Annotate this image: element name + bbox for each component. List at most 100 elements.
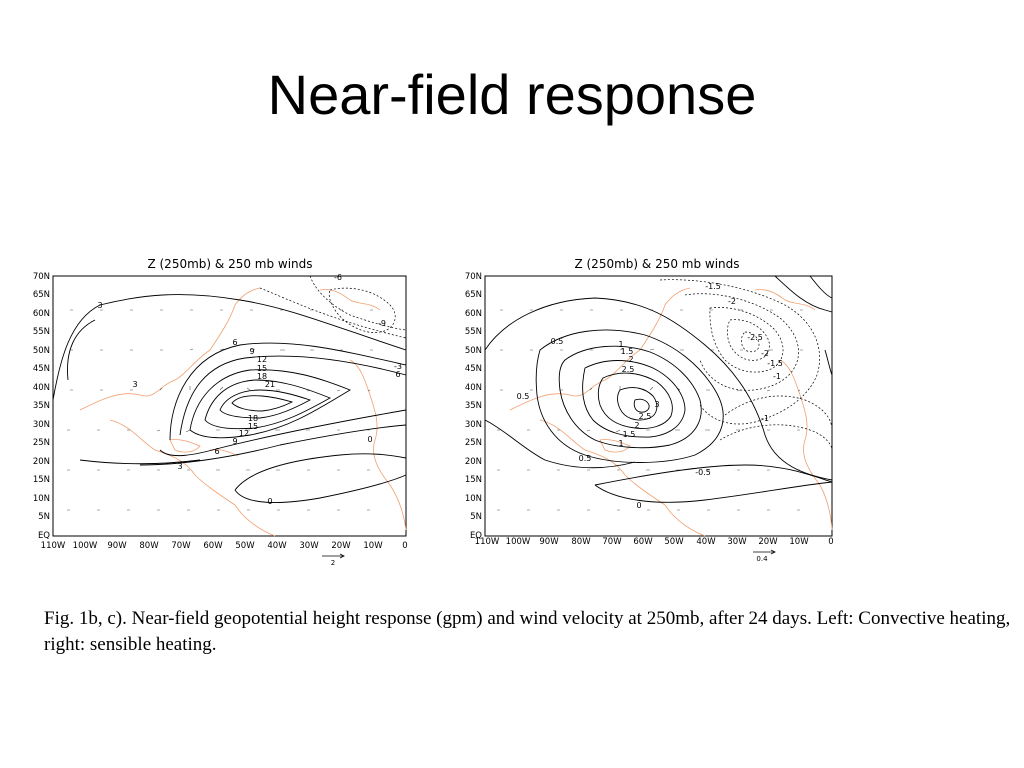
- lon-label: 80W: [139, 541, 159, 551]
- lon-label: 70W: [171, 541, 191, 551]
- map-sensible-svg: Z (250mb) & 250 mb winds 70N 65N 60N 55N…: [465, 257, 834, 563]
- slide-title: Near-field response: [267, 63, 757, 126]
- wind-vectors: [497, 309, 803, 511]
- contour-label: -0.5: [695, 468, 711, 477]
- lon-label: 80W: [571, 537, 591, 547]
- contour-label: 0.5: [579, 454, 592, 463]
- contour-label: -2.5: [747, 333, 763, 342]
- lon-label: 110W: [41, 541, 66, 551]
- contour-label: 2.5: [622, 365, 635, 374]
- lat-label: 10N: [465, 494, 482, 504]
- lat-label: 20N: [33, 457, 50, 467]
- contour-labels: -1.5 -2 -2.5 -2 -1.5 -1 0.5 1 1.5 2 2.5 …: [517, 282, 783, 510]
- lat-label: 10N: [33, 494, 50, 504]
- lat-label: 40N: [465, 383, 482, 393]
- contour-label: 6: [395, 370, 400, 379]
- lon-label: 110W: [475, 537, 500, 547]
- lon-axis: 110W 100W 90W 80W 70W 60W 50W 40W 30W 20…: [475, 537, 834, 547]
- lat-label: 55N: [33, 327, 50, 337]
- lat-label: 65N: [465, 290, 482, 300]
- lon-label: 10W: [789, 537, 809, 547]
- lon-label: 100W: [73, 541, 98, 551]
- vector-scale: 0.4: [753, 549, 776, 563]
- contour-label: 18: [248, 414, 258, 423]
- lat-label: EQ: [38, 531, 50, 541]
- coastline: [509, 287, 833, 537]
- figure-caption: Fig. 1b, c). Near-field geopotential hei…: [44, 608, 1011, 655]
- lat-label: 5N: [470, 512, 482, 522]
- lat-label: 25N: [33, 438, 50, 448]
- lat-label: EQ: [470, 531, 482, 541]
- contour-label: 1: [618, 340, 623, 349]
- lon-label: 40W: [267, 541, 287, 551]
- contour-label: 1.5: [623, 430, 636, 439]
- contour-label: 3: [132, 380, 137, 389]
- lon-label: 70W: [602, 537, 622, 547]
- lat-label: 70N: [33, 272, 50, 282]
- contour-label: 15: [257, 364, 267, 373]
- vector-scale-label: 2: [331, 559, 335, 567]
- panel-title: Z (250mb) & 250 mb winds: [574, 257, 739, 271]
- lon-label: 90W: [107, 541, 127, 551]
- lon-label: 50W: [664, 537, 684, 547]
- contour-label: -1: [761, 414, 769, 423]
- height-contours: [52, 294, 407, 503]
- lon-label: 30W: [299, 541, 319, 551]
- lat-label: 40N: [33, 383, 50, 393]
- contour-labels: 3 3 6 9 12 15 18 21 18 15 12 9 6 3 -6 -9…: [97, 273, 402, 506]
- lon-label: 40W: [696, 537, 716, 547]
- lon-label: 100W: [506, 537, 531, 547]
- vector-scale-label: 0.4: [756, 555, 768, 563]
- contour-label: 1: [618, 439, 623, 448]
- map-convective-svg: Z (250mb) & 250 mb winds 70N 65N 60N 55N…: [33, 257, 408, 567]
- contour-label: -2: [728, 297, 736, 306]
- contour-label: 0.5: [551, 337, 564, 346]
- map-frame: [484, 275, 833, 537]
- contour-label: 0: [367, 435, 372, 444]
- lat-label: 25N: [465, 438, 482, 448]
- contour-label: 3: [177, 462, 182, 471]
- lon-label: 90W: [539, 537, 559, 547]
- contour-label: 3: [654, 400, 659, 409]
- contour-label: -3: [394, 362, 402, 371]
- contour-label: 0.5: [517, 392, 530, 401]
- lon-label: 10W: [363, 541, 383, 551]
- contour-label: 0: [636, 501, 641, 510]
- contour-label: -1.5: [767, 359, 783, 368]
- lat-label: 55N: [465, 327, 482, 337]
- contour-label: -2: [761, 349, 769, 358]
- contour-label: 12: [257, 355, 267, 364]
- contour-label: 3: [97, 301, 102, 310]
- vector-scale: 2: [322, 553, 345, 567]
- lat-axis: 70N 65N 60N 55N 50N 45N 40N 35N 30N 25N …: [465, 272, 482, 541]
- contour-label: 2: [628, 355, 633, 364]
- lat-label: 20N: [465, 457, 482, 467]
- lat-label: 45N: [33, 364, 50, 374]
- contour-label: -1.5: [705, 282, 721, 291]
- contour-label: 9: [232, 437, 237, 446]
- map-frame: [52, 275, 407, 537]
- panel-title: Z (250mb) & 250 mb winds: [147, 257, 312, 271]
- contour-label: 6: [214, 447, 219, 456]
- lat-label: 65N: [33, 290, 50, 300]
- lat-label: 30N: [33, 420, 50, 430]
- lat-label: 70N: [465, 272, 482, 282]
- lat-axis: 70N 65N 60N 55N 50N 45N 40N 35N 30N 25N …: [33, 272, 50, 541]
- map-panel-convective: Z (250mb) & 250 mb winds 70N 65N 60N 55N…: [20, 250, 420, 570]
- contour-label: 1.5: [621, 347, 634, 356]
- lat-label: 15N: [33, 475, 50, 485]
- lat-label: 50N: [33, 346, 50, 356]
- lat-label: 45N: [465, 364, 482, 374]
- lat-label: 35N: [465, 401, 482, 411]
- map-panel-sensible: Z (250mb) & 250 mb winds 70N 65N 60N 55N…: [445, 250, 845, 570]
- contour-label: -9: [378, 319, 386, 328]
- dashed-contours: [259, 275, 407, 339]
- lon-label: 60W: [203, 541, 223, 551]
- lat-label: 35N: [33, 401, 50, 411]
- contour-label: 18: [257, 372, 267, 381]
- contour-label: -1: [773, 372, 781, 381]
- wind-vectors: [67, 309, 373, 511]
- contour-label: 6: [232, 338, 237, 347]
- lat-label: 5N: [38, 512, 50, 522]
- contour-label: 0: [267, 497, 272, 506]
